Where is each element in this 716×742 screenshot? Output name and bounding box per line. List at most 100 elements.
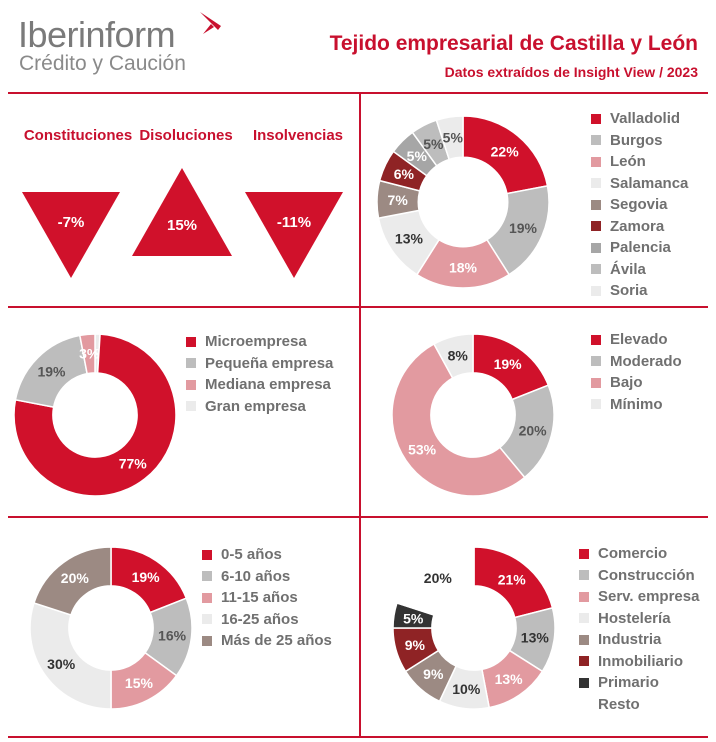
legend-swatch [591,334,601,345]
legend-item: León [591,151,688,173]
legend-swatch [186,358,196,369]
sectores-donut-chart: 21% 13% 13% 10% 9% 9% 5% 20% [392,546,556,710]
data-label: 5% [423,136,444,152]
legend-label: 6-10 años [221,567,291,585]
provincias-donut-chart: 22%19%18%13%7%6%5%5% 5% [376,115,550,289]
donut-slice [396,546,475,616]
legend-item: 16-25 años [202,609,332,631]
data-label: 20% [61,570,90,586]
legend-item: Construcción [579,565,699,587]
data-label: 19% [37,363,66,379]
legend-swatch [591,285,601,296]
brand-plane-icon [200,12,221,34]
data-label: 30% [47,656,76,672]
legend-label: Primario [598,674,659,691]
legend-item: Moderado [591,351,682,373]
tamano-donut-chart: 1%77%19%3% [13,333,177,497]
indicator-value: -7% [58,214,85,231]
donut-slice [78,333,96,375]
data-label: 16% [158,628,187,644]
donut-slice [33,546,112,616]
indicator-value: 15% [167,217,197,234]
indicator-label: Insolvencias [252,127,344,144]
legend-item: Mediana empresa [186,374,333,396]
legend-item: Segovia [591,194,688,216]
legend-label: León [610,153,646,170]
legend-item: 11-15 años [202,587,332,609]
legend-label: Soria [610,282,648,299]
riesgo-legend: Elevado Moderado Bajo Mínimo [591,329,682,415]
sectores-legend: Comercio Construcción Serv. empresa Hostele… [579,543,699,715]
legend-item: Resto [579,694,699,716]
donut-slice [435,115,464,161]
legend-item: Ávila [591,259,688,281]
indicator-label: Disoluciones [139,127,233,144]
legend-swatch [579,570,589,581]
legend-item: Salamanca [591,173,688,195]
legend-item: Elevado [591,329,682,351]
legend-swatch [579,656,589,667]
legend-label: Inmobiliario [598,652,684,670]
legend-item: Zamora [591,216,688,238]
data-label: 3% [79,346,100,362]
legend-swatch [202,592,212,603]
down-triangle-icon [245,192,343,278]
page-title: Tejido empresarial de Castilla y León [329,32,698,55]
brand-logo: Iberinform [18,14,176,55]
indicator-label: Constituciones [23,127,133,144]
legend-item: 6-10 años [202,566,332,588]
data-label: 18% [449,259,478,275]
legend-swatch [591,221,601,232]
data-label: 13% [521,630,550,646]
legend-item: 0-5 años [202,544,332,566]
legend-swatch [591,113,601,124]
data-label: 15% [125,675,154,691]
divider [8,736,708,738]
legend-label: Resto [598,695,640,713]
legend-item: Más de 25 años [202,630,332,652]
indicator-value: -11% [277,214,311,231]
donut-slice [29,602,112,710]
data-label: 77% [119,456,148,472]
data-label: 13% [495,671,524,687]
legend-item: Valladolid [591,108,688,130]
data-label: 22% [491,144,520,160]
provincias-legend: Valladolid Burgos León Salamanca Segovia Zamo… [591,108,688,302]
legend-swatch [579,634,589,645]
data-label: 10% [452,681,481,697]
divider [8,92,708,94]
legend-swatch [202,571,212,582]
legend-label: Salamanca [610,174,689,192]
legend-swatch [591,242,601,253]
data-label: 20% [424,570,453,586]
antiguedad-donut-chart: 19% 16% 15% 30% 20% [29,546,193,710]
data-label: 8% [448,347,469,363]
data-label: 5% [407,148,428,164]
legend-label: Valladolid [610,110,681,127]
legend-swatch [591,264,601,275]
legend-item: Bajo [591,372,682,394]
legend-label: Comercio [598,545,668,562]
legend-swatch [186,336,196,347]
tamano-legend: Microempresa Pequeña empresa Mediana empre… [186,331,333,417]
legend-label: Ávila [610,260,646,278]
legend-swatch [202,614,212,625]
legend-item: Soria [591,280,688,302]
legend-swatch [591,377,601,388]
legend-label: Elevado [610,331,668,348]
data-label: 7% [388,192,409,208]
legend-item: Industria [579,629,699,651]
divider [8,306,708,308]
legend-label: Serv. empresa [598,588,700,605]
legend-swatch [186,401,196,412]
data-label: 5% [403,610,424,626]
legend-swatch [579,591,589,602]
brand-subtitle: Crédito y Caución [19,52,186,75]
legend-item: Mínimo [591,394,682,416]
data-label: 9% [405,637,426,653]
legend-item: Gran empresa [186,396,333,418]
legend-label: Microempresa [205,333,307,350]
legend-item: Palencia [591,237,688,259]
page-subtitle: Datos extraídos de Insight View / 2023 [444,64,698,80]
legend-swatch [186,379,196,390]
